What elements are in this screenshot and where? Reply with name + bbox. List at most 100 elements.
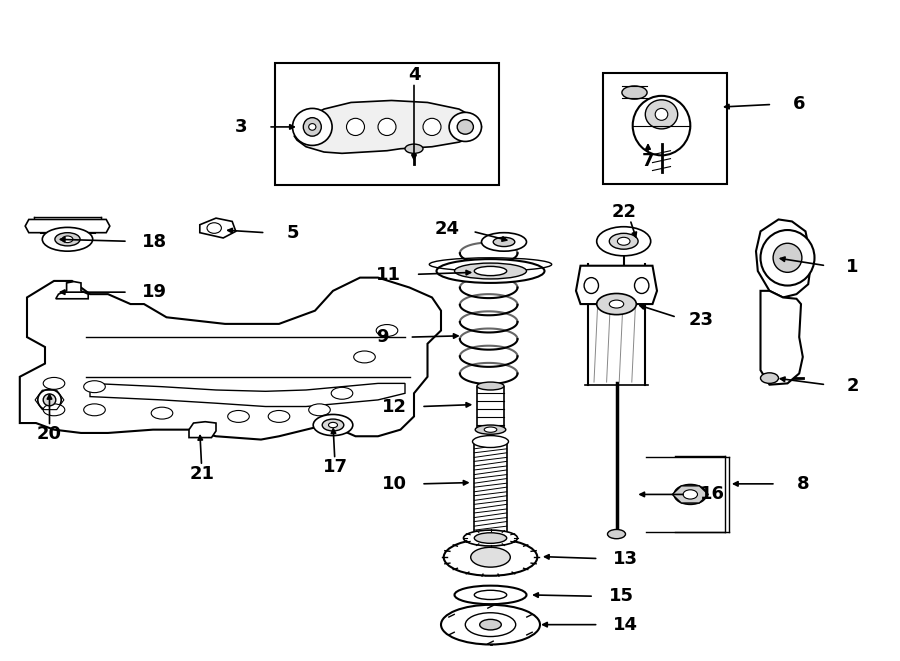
Ellipse shape: [597, 293, 636, 315]
Ellipse shape: [454, 586, 526, 604]
Ellipse shape: [457, 120, 473, 134]
Ellipse shape: [633, 96, 690, 155]
Text: 19: 19: [142, 283, 167, 301]
Text: 6: 6: [793, 95, 806, 113]
Ellipse shape: [645, 100, 678, 129]
Polygon shape: [200, 218, 236, 238]
Ellipse shape: [480, 619, 501, 630]
Ellipse shape: [449, 112, 482, 141]
Ellipse shape: [62, 236, 73, 243]
Ellipse shape: [151, 407, 173, 419]
Text: 2: 2: [847, 377, 859, 395]
Polygon shape: [56, 282, 88, 299]
Ellipse shape: [622, 86, 647, 99]
Text: 22: 22: [611, 203, 636, 221]
Ellipse shape: [477, 382, 504, 390]
Text: 3: 3: [235, 118, 248, 136]
Ellipse shape: [773, 243, 802, 272]
Ellipse shape: [584, 278, 598, 293]
Ellipse shape: [472, 436, 508, 447]
Text: 9: 9: [376, 329, 389, 346]
Polygon shape: [189, 422, 216, 438]
Text: 10: 10: [382, 475, 407, 493]
Polygon shape: [760, 291, 803, 385]
Text: 17: 17: [323, 458, 348, 477]
Ellipse shape: [322, 419, 344, 431]
Ellipse shape: [465, 613, 516, 637]
Ellipse shape: [376, 325, 398, 336]
Ellipse shape: [475, 425, 506, 434]
Text: 24: 24: [435, 219, 460, 238]
Polygon shape: [294, 100, 482, 153]
Text: 14: 14: [613, 615, 638, 634]
Ellipse shape: [42, 227, 93, 251]
Ellipse shape: [378, 118, 396, 136]
Ellipse shape: [674, 485, 706, 504]
Ellipse shape: [441, 605, 540, 644]
Ellipse shape: [38, 389, 61, 410]
Text: 8: 8: [796, 475, 809, 493]
Polygon shape: [20, 278, 441, 440]
Ellipse shape: [683, 490, 698, 499]
Ellipse shape: [331, 387, 353, 399]
Text: 1: 1: [846, 258, 859, 276]
Ellipse shape: [482, 233, 526, 251]
Text: 16: 16: [700, 485, 725, 504]
Ellipse shape: [597, 227, 651, 256]
Ellipse shape: [207, 223, 221, 233]
Ellipse shape: [436, 259, 544, 283]
Ellipse shape: [484, 427, 497, 432]
Bar: [603, 73, 727, 184]
Ellipse shape: [655, 108, 668, 120]
Polygon shape: [756, 219, 810, 297]
Ellipse shape: [493, 237, 515, 247]
Ellipse shape: [354, 351, 375, 363]
Text: 18: 18: [142, 233, 167, 251]
Ellipse shape: [292, 108, 332, 145]
Polygon shape: [576, 266, 657, 304]
Polygon shape: [672, 486, 708, 503]
Text: 7: 7: [642, 152, 654, 171]
Text: 15: 15: [608, 588, 634, 605]
Ellipse shape: [608, 529, 625, 539]
Ellipse shape: [423, 118, 441, 136]
Ellipse shape: [617, 237, 630, 245]
Ellipse shape: [760, 230, 814, 286]
Polygon shape: [90, 383, 405, 407]
Ellipse shape: [474, 266, 507, 276]
Ellipse shape: [454, 263, 526, 279]
Bar: [274, 63, 500, 185]
Ellipse shape: [405, 144, 423, 153]
Ellipse shape: [471, 547, 510, 567]
Text: 20: 20: [37, 425, 62, 444]
Ellipse shape: [444, 539, 537, 576]
Text: 5: 5: [286, 224, 299, 243]
Ellipse shape: [474, 590, 507, 600]
Ellipse shape: [43, 404, 65, 416]
Ellipse shape: [55, 233, 80, 246]
Text: 21: 21: [190, 465, 215, 483]
Ellipse shape: [609, 233, 638, 249]
Ellipse shape: [84, 381, 105, 393]
Text: 23: 23: [689, 311, 714, 329]
Ellipse shape: [464, 530, 518, 546]
Ellipse shape: [346, 118, 364, 136]
Ellipse shape: [313, 414, 353, 436]
Ellipse shape: [303, 118, 321, 136]
Ellipse shape: [268, 410, 290, 422]
Ellipse shape: [43, 377, 65, 389]
Ellipse shape: [474, 533, 507, 543]
Ellipse shape: [309, 124, 316, 130]
Ellipse shape: [43, 394, 56, 406]
Text: 4: 4: [408, 65, 420, 84]
Ellipse shape: [309, 404, 330, 416]
Ellipse shape: [634, 278, 649, 293]
Text: 13: 13: [613, 550, 638, 568]
Ellipse shape: [84, 404, 105, 416]
Polygon shape: [25, 219, 110, 233]
Ellipse shape: [609, 300, 624, 308]
Ellipse shape: [760, 373, 778, 383]
Ellipse shape: [328, 422, 338, 428]
Ellipse shape: [228, 410, 249, 422]
Text: 11: 11: [376, 266, 401, 284]
